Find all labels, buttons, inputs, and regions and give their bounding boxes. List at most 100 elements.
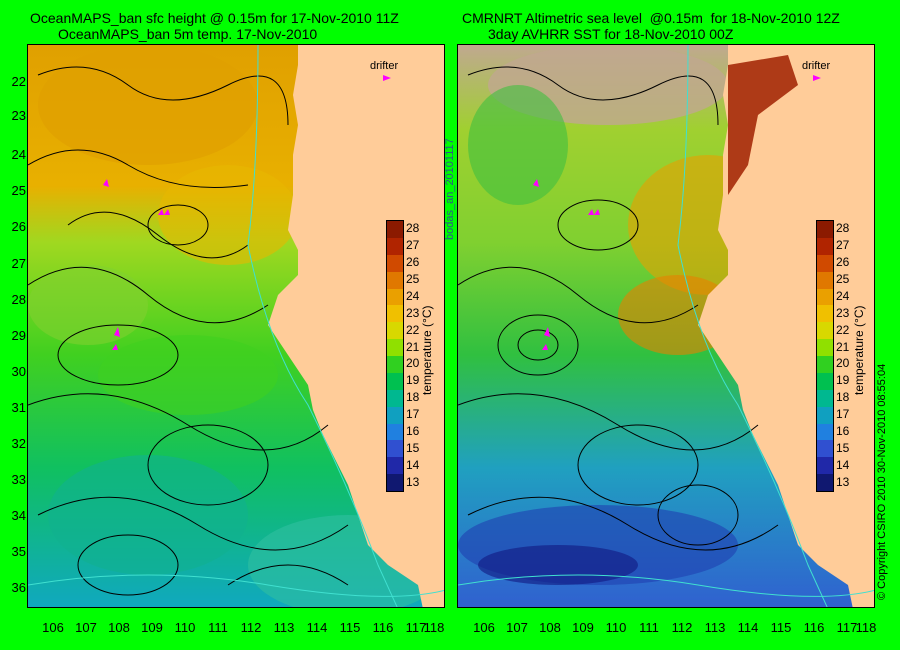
colorbar-segment bbox=[387, 271, 403, 289]
colorbar-segment bbox=[387, 423, 403, 441]
colorbar-tick-label: 21 bbox=[836, 339, 850, 354]
colorbar-segment bbox=[817, 406, 833, 424]
colorbar-segment bbox=[817, 389, 833, 407]
lat-label: 22 bbox=[11, 74, 26, 89]
colorbar-segment bbox=[387, 389, 403, 407]
colorbar-segment bbox=[387, 305, 403, 323]
colorbar-tick-label: 17 bbox=[406, 407, 420, 422]
lat-label: 30 bbox=[11, 364, 26, 379]
lat-label: 34 bbox=[11, 508, 26, 523]
lon-label: 108 bbox=[108, 620, 130, 635]
colorbar-tick-label: 14 bbox=[836, 457, 850, 472]
left-drifters bbox=[103, 75, 391, 350]
colorbar-tick-label: 15 bbox=[406, 440, 420, 455]
colorbar-segment bbox=[817, 305, 833, 323]
colorbar-segment bbox=[817, 356, 833, 373]
colorbar-segment bbox=[817, 254, 833, 272]
colorbar-segment bbox=[817, 457, 833, 475]
lon-label: 114 bbox=[306, 620, 328, 635]
lat-label: 26 bbox=[11, 219, 26, 234]
colorbar-tick-label: 18 bbox=[836, 390, 850, 405]
lon-label: 115 bbox=[339, 620, 361, 635]
colorbar-segment bbox=[817, 372, 833, 390]
colorbar-tick-label: 19 bbox=[836, 373, 850, 388]
lat-label: 25 bbox=[11, 183, 26, 198]
colorbar-tick-label: 27 bbox=[836, 238, 850, 253]
left-colorbar-title: temperature (°C) bbox=[420, 305, 434, 396]
colorbar-segment bbox=[817, 322, 833, 340]
copyright-label: © Copyright CSIRO 2010 30-Nov-2010 08:55… bbox=[876, 363, 888, 600]
lat-label: 36 bbox=[11, 580, 26, 595]
colorbar-segment bbox=[387, 440, 403, 458]
colorbar-segment bbox=[817, 221, 833, 238]
left-contours bbox=[28, 66, 349, 596]
lat-label: 23 bbox=[11, 108, 26, 123]
left-colorbar bbox=[386, 220, 404, 492]
right-title-line2: 3day AVHRR SST for 18-Nov-2010 00Z bbox=[488, 26, 734, 42]
colorbar-segment bbox=[387, 254, 403, 272]
colorbar-tick-label: 21 bbox=[406, 339, 420, 354]
lat-label: 24 bbox=[11, 147, 26, 162]
lon-label: 111 bbox=[208, 620, 228, 635]
colorbar-tick-label: 13 bbox=[836, 474, 850, 489]
lon-label: 109 bbox=[141, 620, 163, 635]
left-title-line1: OceanMAPS_ban sfc height @ 0.15m for 17-… bbox=[30, 10, 399, 26]
lon-label: 118 bbox=[423, 620, 445, 635]
colorbar-tick-label: 16 bbox=[406, 423, 420, 438]
colorbar-tick-label: 26 bbox=[836, 255, 850, 270]
right-contours bbox=[458, 66, 779, 551]
colorbar-segment bbox=[387, 474, 403, 491]
lon-label: 110 bbox=[174, 620, 196, 635]
colorbar-segment bbox=[387, 288, 403, 306]
colorbar-tick-label: 22 bbox=[406, 322, 420, 337]
colorbar-segment bbox=[387, 322, 403, 340]
lon-label: 111 bbox=[639, 620, 659, 635]
lon-label: 106 bbox=[42, 620, 64, 635]
colorbar-tick-label: 20 bbox=[836, 356, 850, 371]
lat-label: 32 bbox=[11, 436, 26, 451]
colorbar-segment bbox=[817, 237, 833, 255]
colorbar-tick-label: 18 bbox=[406, 390, 420, 405]
lon-label: 113 bbox=[704, 620, 726, 635]
colorbar-segment bbox=[817, 339, 833, 356]
lon-label: 109 bbox=[572, 620, 594, 635]
colorbar-segment bbox=[387, 372, 403, 390]
right-drifter-label: drifter bbox=[802, 60, 831, 72]
colorbar-segment bbox=[387, 457, 403, 475]
right-isobaths bbox=[458, 45, 874, 607]
run-id-label: bodas_an_20101117 bbox=[444, 138, 456, 240]
lon-label: 116 bbox=[803, 620, 825, 635]
lat-label: 33 bbox=[11, 472, 26, 487]
left-drifter-label: drifter bbox=[370, 60, 399, 72]
left-title-line2: OceanMAPS_ban 5m temp. 17-Nov-2010 bbox=[58, 26, 318, 42]
lon-label: 112 bbox=[240, 620, 262, 635]
colorbar-segment bbox=[817, 423, 833, 441]
colorbar-segment bbox=[817, 288, 833, 306]
lon-label: 106 bbox=[473, 620, 495, 635]
lat-label: 27 bbox=[11, 256, 26, 271]
colorbar-segment bbox=[817, 474, 833, 491]
colorbar-segment bbox=[387, 237, 403, 255]
colorbar-tick-label: 23 bbox=[406, 305, 420, 320]
left-map bbox=[27, 44, 445, 608]
colorbar-tick-label: 26 bbox=[406, 255, 420, 270]
colorbar-tick-label: 25 bbox=[406, 272, 420, 287]
colorbar-tick-label: 15 bbox=[836, 440, 850, 455]
right-map bbox=[457, 44, 875, 608]
lon-label: 113 bbox=[273, 620, 295, 635]
lon-label: 117 bbox=[405, 620, 427, 635]
lon-label: 118 bbox=[855, 620, 877, 635]
lon-label: 107 bbox=[506, 620, 528, 635]
lon-label: 116 bbox=[372, 620, 394, 635]
lon-label: 107 bbox=[75, 620, 97, 635]
left-map-graphic bbox=[28, 45, 444, 607]
lat-label: 31 bbox=[11, 400, 26, 415]
lon-label: 110 bbox=[605, 620, 627, 635]
colorbar-tick-label: 25 bbox=[836, 272, 850, 287]
lat-label: 28 bbox=[11, 292, 26, 307]
colorbar-tick-label: 13 bbox=[406, 474, 420, 489]
colorbar-segment bbox=[387, 221, 403, 238]
colorbar-tick-label: 20 bbox=[406, 356, 420, 371]
colorbar-tick-label: 24 bbox=[836, 288, 850, 303]
right-title-line1: CMRNRT Altimetric sea level @0.15m for 1… bbox=[462, 10, 840, 26]
